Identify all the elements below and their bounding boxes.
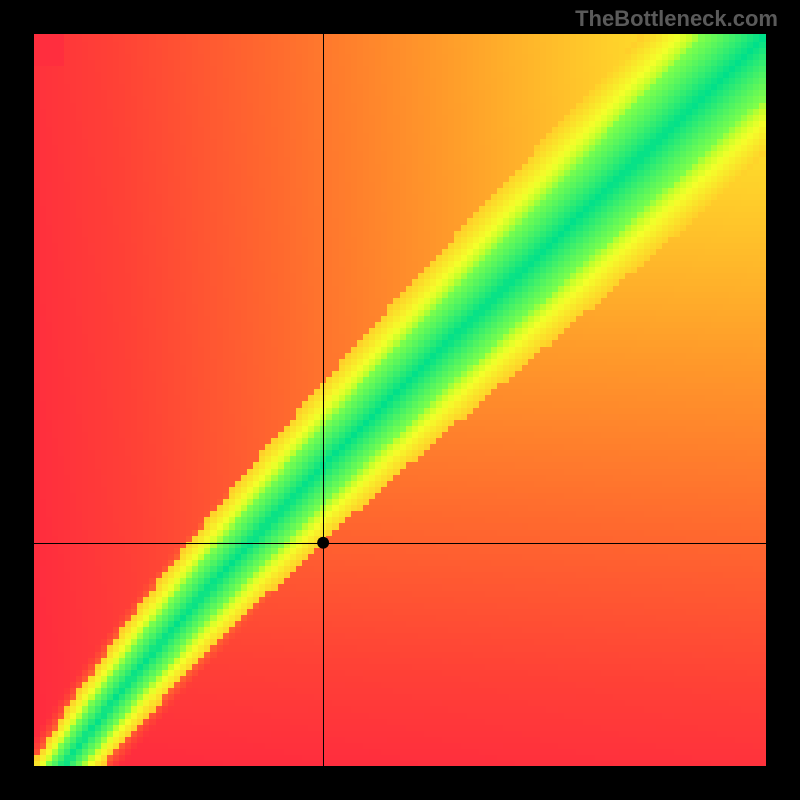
chart-container: TheBottleneck.com — [0, 0, 800, 800]
heatmap-canvas — [34, 34, 766, 766]
plot-area — [34, 34, 766, 766]
watermark-text: TheBottleneck.com — [575, 6, 778, 32]
